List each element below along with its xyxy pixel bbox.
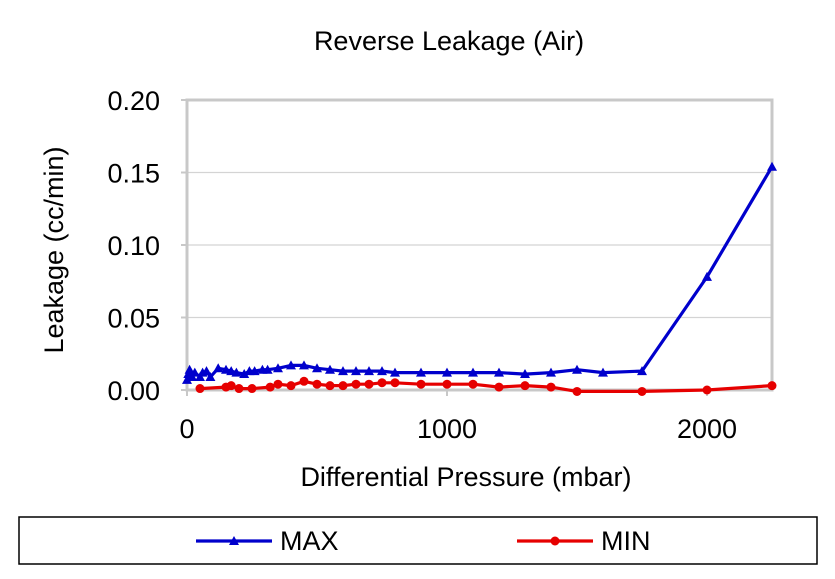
data-point-min <box>325 381 335 391</box>
data-point-min <box>312 379 322 389</box>
y-tick-label: 0.05 <box>107 304 160 334</box>
data-point-min <box>767 381 777 391</box>
y-tick-label: 0.20 <box>107 86 160 116</box>
data-point-min <box>338 381 348 391</box>
data-point-max <box>598 367 608 377</box>
x-tick-label: 2000 <box>677 414 737 444</box>
data-point-max <box>286 360 296 370</box>
y-tick-label: 0.10 <box>107 231 160 261</box>
data-point-min <box>546 382 556 392</box>
data-point-max <box>231 367 242 377</box>
data-point-max <box>299 360 309 370</box>
data-point-max <box>189 367 200 377</box>
data-point-min <box>702 385 712 395</box>
legend-marker-min <box>550 536 560 546</box>
data-point-max <box>767 161 777 171</box>
series-line-max <box>185 165 774 381</box>
data-point-min <box>572 386 582 396</box>
data-point-max <box>205 371 216 381</box>
data-point-max <box>572 364 582 374</box>
data-point-max <box>702 271 712 281</box>
chart-title: Reverse Leakage (Air) <box>314 26 584 56</box>
x-tick-label: 1000 <box>417 414 477 444</box>
data-point-min <box>195 384 205 394</box>
series-layer <box>182 161 777 396</box>
data-point-max <box>637 366 647 376</box>
data-point-max <box>182 374 192 384</box>
data-point-min <box>247 384 257 394</box>
data-point-min <box>390 378 400 388</box>
data-point-min <box>273 379 283 389</box>
data-point-max <box>351 366 361 376</box>
data-point-max <box>520 369 530 379</box>
data-point-max <box>213 363 224 373</box>
x-axis-label: Differential Pressure (mbar) <box>300 462 631 492</box>
y-axis-ticks: 0.00 0.05 0.10 0.15 0.20 <box>107 86 187 406</box>
data-point-max <box>249 366 260 376</box>
legend: MAX MIN <box>18 516 818 565</box>
data-point-max <box>312 363 322 373</box>
x-axis-ticks: 0 1000 2000 <box>179 390 737 444</box>
data-point-max <box>325 364 335 374</box>
data-point-max <box>494 367 504 377</box>
y-axis-label: Leakage (cc/min) <box>39 146 69 353</box>
y-tick-label: 0.00 <box>107 376 160 406</box>
series-min <box>195 376 777 396</box>
data-point-max <box>377 366 387 376</box>
legend-box <box>18 516 818 565</box>
data-point-min <box>299 376 309 386</box>
data-point-min <box>442 379 452 389</box>
data-point-min <box>351 379 361 389</box>
gridlines <box>187 171 772 319</box>
data-point-min <box>637 386 647 396</box>
data-point-min <box>377 378 387 388</box>
data-point-max <box>416 367 426 377</box>
data-point-max <box>468 367 478 377</box>
data-point-min <box>416 379 426 389</box>
data-point-min <box>520 381 530 391</box>
data-point-max <box>390 367 400 377</box>
data-point-min <box>226 381 236 391</box>
data-point-min <box>265 382 275 392</box>
legend-item-min: MIN <box>517 526 651 556</box>
data-point-min <box>364 379 374 389</box>
data-point-max <box>442 367 452 377</box>
data-point-max <box>239 369 250 379</box>
legend-item-max: MAX <box>196 526 339 556</box>
x-tick-label: 0 <box>179 414 194 444</box>
data-point-max <box>262 364 273 374</box>
data-point-max <box>201 366 212 376</box>
data-point-max <box>184 364 195 374</box>
legend-label-max: MAX <box>280 526 339 556</box>
series-max <box>182 161 777 384</box>
data-point-max <box>546 367 556 377</box>
data-point-min <box>234 384 244 394</box>
y-tick-label: 0.15 <box>107 159 160 189</box>
legend-label-min: MIN <box>601 526 651 556</box>
data-point-max <box>273 363 283 373</box>
data-point-min <box>468 379 478 389</box>
legend-marker-max <box>229 536 239 545</box>
data-point-min <box>286 381 296 391</box>
data-point-max <box>364 366 374 376</box>
data-point-min <box>494 382 504 392</box>
data-point-max <box>338 366 348 376</box>
